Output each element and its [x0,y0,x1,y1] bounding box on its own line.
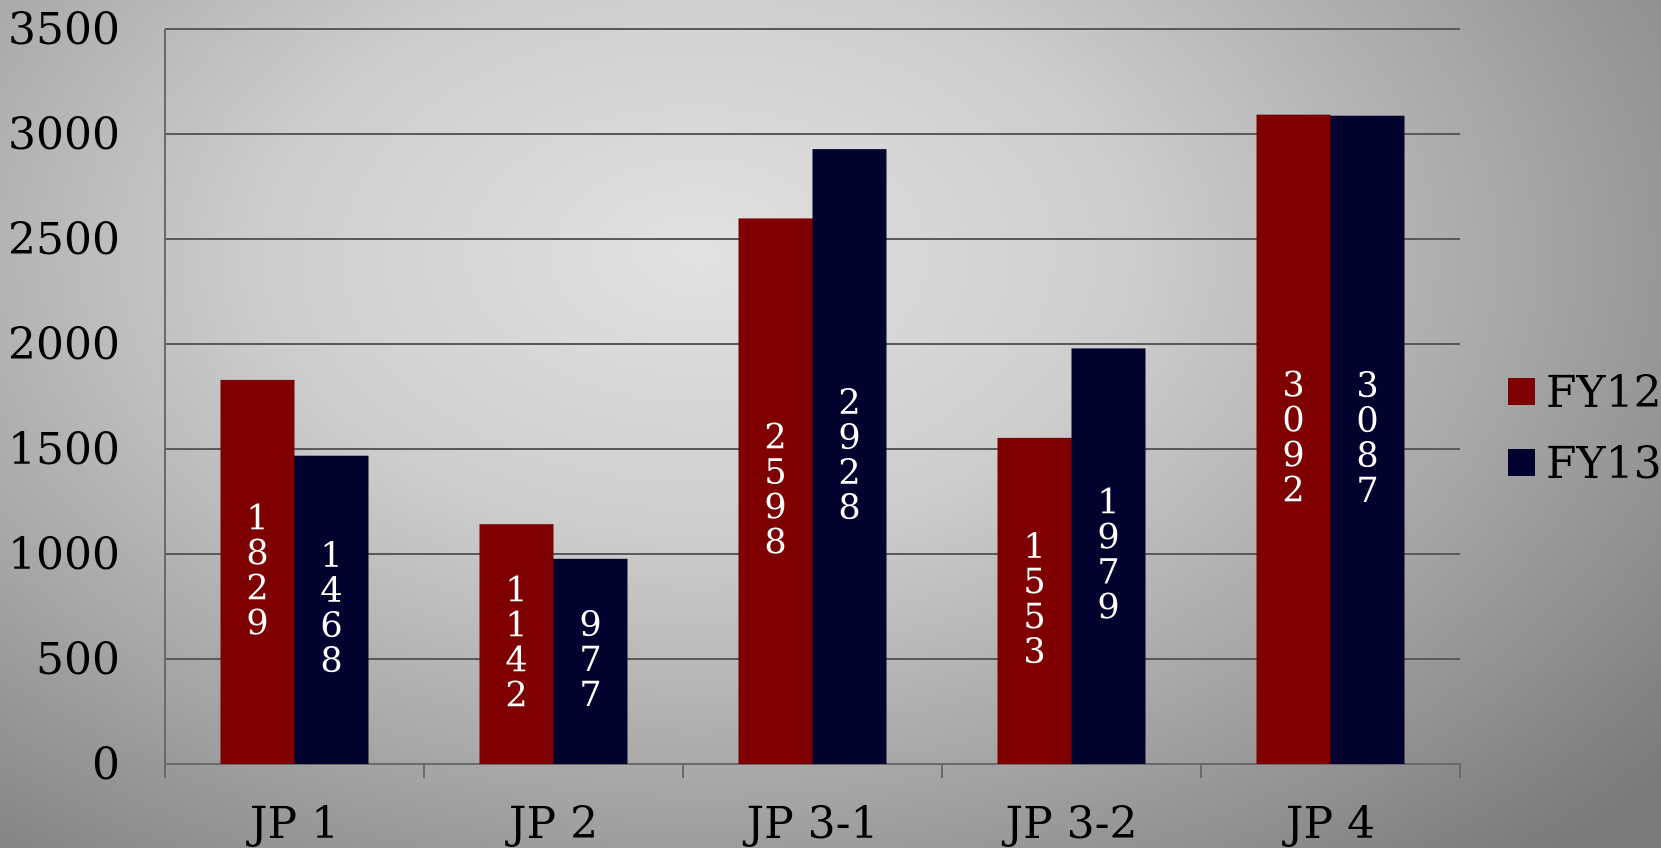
bar-fy12-2 [738,218,813,765]
legend-label-fy12: FY12 [1546,367,1661,418]
y-tick-label: 0 [92,739,120,790]
legend-swatch-fy12 [1508,378,1535,405]
bar-fy13-3 [1071,348,1146,764]
data-labels: 1 8 2 9 1 1 4 2 2 5 9 8 1 5 5 3 3 0 9 2 1 4 6 8 9 7 7 2 9 2 8 1 9 7 9 3 0 8 7 [246,366,1378,716]
x-tick-label: JP 2 [505,798,598,848]
bar-fy13-2 [812,149,887,764]
bar-fy12-4 [1256,114,1331,765]
y-axis-tick-labels: 0 500 1000 1500 2000 2500 3000 3500 [8,4,120,790]
y-tick-label: 2000 [8,319,120,370]
y-tick-label: 1500 [8,424,120,475]
bar-fy12-3 [997,437,1072,764]
x-tick-label: JP 3-2 [1001,798,1137,848]
x-tick-label: JP 1 [246,798,339,848]
bar-fy13-0 [294,455,369,764]
bar-fy12-1 [479,524,554,764]
bar-fy13-1 [553,558,628,764]
y-tick-label: 2500 [8,214,120,265]
bar-fy12-0 [220,379,295,764]
legend-label-fy13: FY13 [1546,438,1661,489]
legend-swatch-fy13 [1508,449,1535,476]
y-tick-label: 3000 [8,109,120,160]
y-tick-label: 500 [36,634,120,685]
bars [220,114,1405,765]
x-tick-label: JP 3-1 [742,798,878,848]
y-tick-label: 3500 [8,4,120,55]
y-tick-label: 1000 [8,529,120,580]
bar-fy13-4 [1330,115,1405,765]
legend: FY12 FY13 [1508,367,1661,489]
x-axis-tick-labels: JP 1 JP 2 JP 3-1 JP 3-2 JP 4 [246,798,1375,848]
x-tick-label: JP 4 [1282,798,1375,848]
